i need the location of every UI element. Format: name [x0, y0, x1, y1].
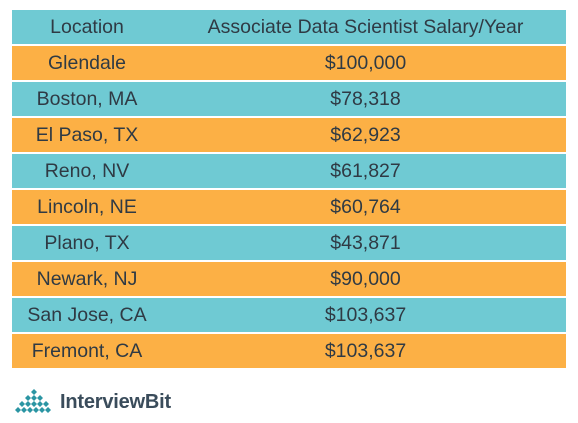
salary-cell: $103,637: [324, 340, 407, 362]
table-header-row: Location Associate Data Scientist Salary…: [12, 10, 566, 44]
salary-cell: $62,923: [330, 124, 401, 146]
header-salary: Associate Data Scientist Salary/Year: [207, 16, 524, 38]
header-location: Location: [50, 16, 124, 38]
salary-cell: $78,318: [330, 88, 401, 110]
location-cell: Newark, NJ: [36, 268, 138, 290]
location-cell: Fremont, CA: [31, 340, 143, 362]
interviewbit-logo: InterviewBit: [14, 384, 171, 420]
salary-table: Location Associate Data Scientist Salary…: [12, 10, 566, 370]
table-row: Reno, NV $61,827: [12, 154, 566, 188]
salary-cell: $60,764: [330, 196, 401, 218]
table-row: Plano, TX $43,871: [12, 226, 566, 260]
location-cell: San Jose, CA: [27, 304, 147, 326]
location-cell: El Paso, TX: [35, 124, 139, 146]
table-row: Boston, MA $78,318: [12, 82, 566, 116]
salary-cell: $90,000: [330, 268, 401, 290]
location-cell: Plano, TX: [44, 232, 130, 254]
table-row: San Jose, CA $103,637: [12, 298, 566, 332]
salary-cell: $61,827: [330, 160, 401, 182]
location-cell: Lincoln, NE: [37, 196, 137, 218]
salary-cell: $103,637: [324, 304, 407, 326]
location-cell: Reno, NV: [44, 160, 130, 182]
table-row: Fremont, CA $103,637: [12, 334, 566, 368]
location-cell: Glendale: [47, 52, 127, 74]
table-row: Glendale $100,000: [12, 46, 566, 80]
table-row: El Paso, TX $62,923: [12, 118, 566, 152]
location-cell: Boston, MA: [36, 88, 138, 110]
salary-cell: $100,000: [324, 52, 407, 74]
salary-cell: $43,871: [330, 232, 401, 254]
interviewbit-logo-icon: [15, 389, 51, 413]
table-row: Lincoln, NE $60,764: [12, 190, 566, 224]
logo-wordmark: InterviewBit: [60, 390, 171, 413]
table-row: Newark, NJ $90,000: [12, 262, 566, 296]
